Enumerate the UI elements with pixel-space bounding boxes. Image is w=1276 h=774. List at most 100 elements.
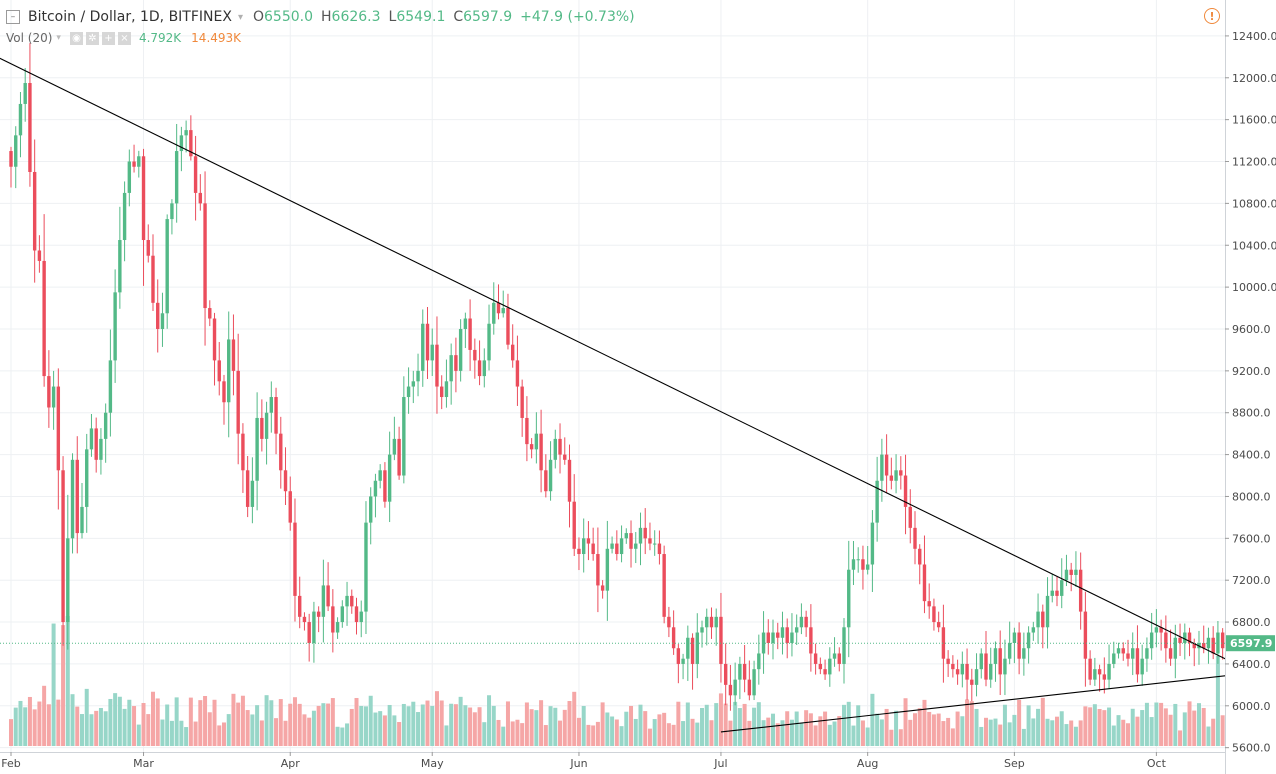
volume-indicator-label[interactable]: Vol (20) <box>6 31 53 45</box>
volume-bar <box>326 703 331 746</box>
volume-bar <box>1073 726 1078 746</box>
gear-icon[interactable]: ✲ <box>85 31 99 45</box>
symbol-title[interactable]: Bitcoin / Dollar, 1D, BITFINEX <box>28 9 232 25</box>
close-icon[interactable]: × <box>117 31 131 45</box>
candle-body <box>894 470 898 481</box>
candle-body <box>463 318 468 329</box>
volume-legend[interactable]: Vol (20) ▾ ◉ ✲ + × 4.792K 14.493K <box>6 30 241 46</box>
volume-bar <box>1154 702 1159 746</box>
candle-body <box>515 360 520 387</box>
candle-body <box>1060 580 1064 596</box>
volume-bar <box>132 706 137 746</box>
candle-body <box>671 627 676 649</box>
volume-bar <box>1111 725 1116 746</box>
volume-bar <box>690 718 695 746</box>
candle-body <box>520 386 524 418</box>
price-tick-label: 6800.0 <box>1232 616 1271 629</box>
candle-body <box>936 622 941 628</box>
volume-bar <box>245 710 250 746</box>
volume-bar <box>1064 724 1069 746</box>
volume-bar <box>1083 706 1088 746</box>
candle-body <box>113 292 117 361</box>
volume-bar <box>1178 730 1183 746</box>
volume-bar <box>903 698 908 746</box>
plus-icon[interactable]: + <box>101 31 115 45</box>
candle-body <box>837 653 841 664</box>
volume-bar <box>89 714 94 746</box>
candle-body <box>903 475 908 507</box>
volume-bar <box>1149 717 1154 746</box>
volume-bar <box>998 724 1003 746</box>
volume-bar <box>198 700 203 746</box>
open-label: O <box>252 9 265 25</box>
candle-body <box>861 559 865 570</box>
volume-bar <box>988 719 993 746</box>
candle-body <box>1050 590 1054 596</box>
candle-body <box>449 355 453 382</box>
volume-bar <box>37 701 42 746</box>
volume-bar <box>221 722 226 746</box>
volume-bar <box>965 699 970 746</box>
volume-bar <box>1144 702 1149 746</box>
volume-bar <box>387 704 392 746</box>
candle-body <box>960 663 965 675</box>
volume-bar <box>321 703 326 746</box>
volume-bar <box>685 702 690 746</box>
time-axis[interactable]: Feb Mar Apr May Jun Jul Aug Sep Oct <box>0 752 1225 770</box>
candle-body <box>1140 658 1144 675</box>
volume-bar <box>681 721 686 746</box>
volume-bar <box>113 693 118 746</box>
candle-body <box>563 454 567 460</box>
volume-bar <box>160 719 165 746</box>
candle-body <box>477 360 482 377</box>
candle-body <box>1183 632 1187 643</box>
candle-body <box>723 663 728 685</box>
candle-body <box>615 543 619 555</box>
price-axis[interactable]: 5600.0 6000.0 6400.0 6800.0 7200.0 7600.0 8000… <box>1225 0 1276 774</box>
time-tick-label: Jul <box>713 757 727 770</box>
volume-bar <box>723 703 728 746</box>
volume-bar <box>207 712 212 746</box>
collapse-icon[interactable]: – <box>6 10 20 24</box>
volume-bar <box>718 693 723 746</box>
eye-icon[interactable]: ◉ <box>69 31 83 45</box>
volume-bar <box>1045 718 1050 746</box>
candle-body <box>174 151 179 204</box>
volume-bar <box>203 696 208 746</box>
volume-bar <box>572 691 577 746</box>
volume-bar <box>922 699 927 746</box>
volume-bar <box>103 711 108 746</box>
candle-body <box>804 616 808 628</box>
volume-bar <box>714 703 719 746</box>
candle-body <box>335 622 340 633</box>
volume-bar <box>1116 715 1121 746</box>
candle-body <box>1116 648 1121 654</box>
candle-body <box>714 616 718 628</box>
trendlines[interactable] <box>0 57 1276 733</box>
chevron-down-icon[interactable]: ▾ <box>237 11 243 23</box>
volume-bar <box>84 688 89 746</box>
volume-bar <box>1211 718 1216 746</box>
candle-body <box>184 130 188 136</box>
price-tick-label: 9200.0 <box>1232 365 1271 378</box>
volume-bar <box>401 703 406 746</box>
chevron-down-icon[interactable]: ▾ <box>56 33 61 43</box>
candle-body <box>1031 627 1036 633</box>
volume-bar <box>1040 697 1045 746</box>
time-tick-label: Feb <box>1 757 20 770</box>
price-tick-label: 10800.0 <box>1232 197 1276 210</box>
volume-bar <box>629 705 634 746</box>
candle-body <box>118 240 122 293</box>
volume-bar <box>496 719 501 746</box>
candle-body <box>946 658 950 664</box>
volume-bar <box>453 704 458 746</box>
candle-body <box>662 554 666 617</box>
volume-bar <box>477 707 482 746</box>
volume-bar <box>70 694 75 746</box>
volume-bar <box>397 722 402 746</box>
symbol-legend[interactable]: – Bitcoin / Dollar, 1D, BITFINEX ▾ O 6550… <box>6 7 635 27</box>
volume-bar <box>1002 704 1007 746</box>
alert-icon[interactable]: ! <box>1204 8 1220 24</box>
volume-bar <box>676 701 681 746</box>
